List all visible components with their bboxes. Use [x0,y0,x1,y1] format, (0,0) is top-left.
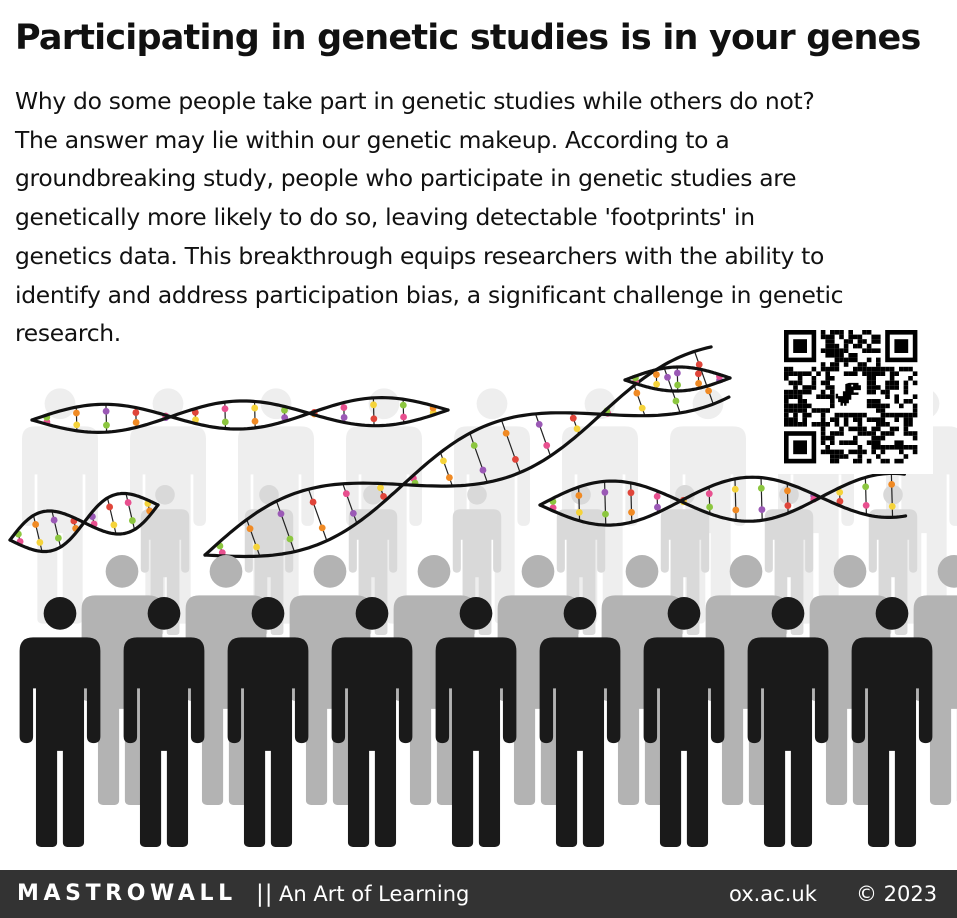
intro-line: identify and address participation bias,… [15,280,844,309]
dna-helix-icon [538,471,908,527]
dna-helix-icon [8,491,160,554]
dna-helix-group [8,345,908,559]
crowd-and-dna-illustration [8,345,957,847]
intro-line: research. [15,319,121,348]
footer-separator: || [256,881,274,907]
footer-site-link[interactable]: ox.ac.uk [729,882,817,906]
dna-helix-icon [623,365,732,393]
intro-paragraph: Why do some people take part in genetic … [15,82,950,353]
footer-copyright: © 2023 [856,882,938,906]
qr-code-panel[interactable] [773,322,933,474]
intro-line: genetically more likely to do so, leavin… [15,203,755,232]
footer-tagline: An Art of Learning [279,882,470,906]
footer-brand: MASTROWALL [17,881,237,906]
dinosaur-icon [835,382,861,406]
intro-line: The answer may lie within our genetic ma… [15,125,730,154]
dna-helix-icon [203,345,731,559]
intro-line: genetics data. This breakthrough equips … [15,241,824,270]
intro-line: groundbreaking study, people who partici… [15,164,797,193]
footer-bar: MASTROWALL || An Art of Learning ox.ac.u… [0,870,957,918]
intro-line: Why do some people take part in genetic … [15,87,815,115]
page-title: Participating in genetic studies is in y… [15,18,921,58]
person-figure-icon [22,388,98,624]
qr-code-icon[interactable] [773,322,933,474]
dna-helix-icon [30,395,450,435]
